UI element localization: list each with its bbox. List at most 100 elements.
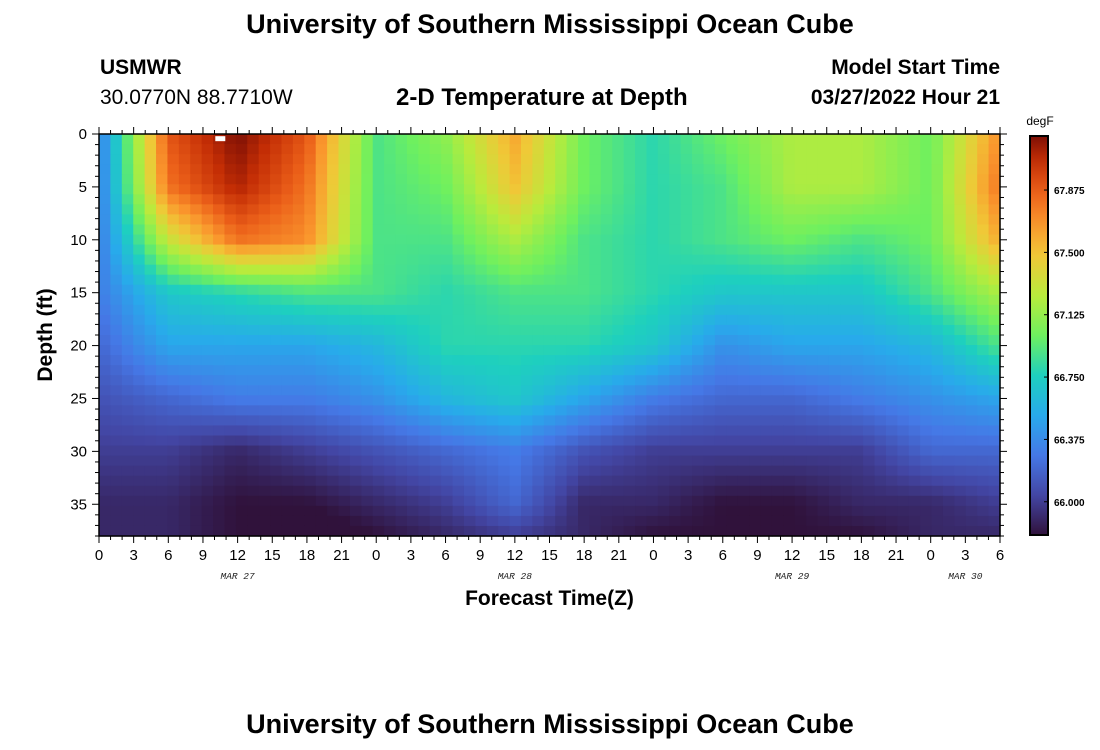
heatmap-cell (885, 515, 898, 527)
heatmap-cell (794, 355, 807, 366)
heatmap-cell (338, 435, 351, 447)
heatmap-cell (931, 475, 944, 487)
heatmap-cell (931, 445, 944, 457)
heatmap-cell (178, 234, 191, 246)
heatmap-cell (258, 335, 271, 346)
heatmap-cell (555, 425, 568, 437)
heatmap-cell (99, 465, 112, 477)
heatmap-cell (498, 375, 511, 386)
heatmap-cell (931, 184, 944, 195)
heatmap-cell (657, 425, 670, 437)
heatmap-cell (167, 194, 180, 205)
heatmap-cell (349, 425, 362, 437)
heatmap-cell (646, 435, 659, 447)
heatmap-cell (657, 184, 670, 195)
heatmap-cell (942, 184, 955, 195)
heatmap-cell (372, 425, 385, 437)
heatmap-cell (441, 455, 454, 467)
heatmap-cell (897, 254, 910, 266)
heatmap-cell (121, 224, 134, 236)
heatmap-cell (213, 475, 226, 487)
heatmap-cell (315, 324, 328, 336)
heatmap-cell (566, 505, 579, 517)
heatmap-cell (292, 405, 305, 416)
heatmap-cell (612, 395, 625, 406)
heatmap-cell (304, 405, 317, 416)
heatmap-cell (235, 445, 248, 457)
heatmap-cell (749, 184, 762, 195)
heatmap-cell (600, 485, 613, 497)
heatmap-cell (395, 264, 408, 276)
heatmap-cell (714, 144, 727, 155)
heatmap-cell (726, 455, 739, 467)
x-tick-label: 6 (996, 547, 1004, 564)
heatmap-cell (578, 224, 591, 236)
heatmap-cell (600, 455, 613, 467)
heatmap-cell (783, 154, 796, 165)
heatmap-cell (726, 324, 739, 336)
heatmap-cell (589, 174, 602, 185)
heatmap-cell (612, 214, 625, 226)
heatmap-cell (144, 294, 157, 306)
heatmap-cell (635, 445, 648, 457)
heatmap-cell (988, 405, 1001, 416)
heatmap-cell (589, 355, 602, 366)
heatmap-cell (213, 214, 226, 226)
heatmap-cell (156, 435, 169, 447)
heatmap-cell (726, 505, 739, 517)
heatmap-cell (897, 314, 910, 326)
heatmap-cell (543, 495, 556, 507)
heatmap-cell (338, 214, 351, 226)
heatmap-cell (213, 224, 226, 236)
heatmap-cell (281, 144, 294, 155)
heatmap-cell (395, 335, 408, 346)
heatmap-cell (988, 234, 1001, 246)
heatmap-cell (178, 405, 191, 416)
heatmap-cell (498, 365, 511, 376)
heatmap-cell (760, 254, 773, 266)
heatmap-cell (406, 184, 419, 195)
heatmap-cell (304, 375, 317, 386)
heatmap-cell (885, 365, 898, 376)
heatmap-cell (988, 485, 1001, 497)
heatmap-cell (213, 304, 226, 316)
heatmap-cell (783, 455, 796, 467)
heatmap-cell (475, 214, 488, 226)
heatmap-cell (292, 314, 305, 326)
heatmap-cell (600, 345, 613, 356)
heatmap-cell (657, 375, 670, 386)
heatmap-cell (486, 164, 499, 175)
heatmap-cell (965, 234, 978, 246)
heatmap-cell (737, 385, 750, 396)
heatmap-cell (612, 174, 625, 185)
heatmap-cell (270, 435, 283, 447)
heatmap-cell (657, 525, 670, 537)
heatmap-cell (942, 415, 955, 427)
heatmap-cell (372, 194, 385, 205)
heatmap-cell (897, 324, 910, 336)
heatmap-cell (817, 174, 830, 185)
heatmap-cell (121, 445, 134, 457)
heatmap-cell (977, 425, 990, 437)
heatmap-cell (806, 304, 819, 316)
heatmap-cell (486, 375, 499, 386)
heatmap-cell (384, 415, 397, 427)
heatmap-cell (178, 335, 191, 346)
heatmap-cell (931, 525, 944, 537)
heatmap-cell (954, 144, 967, 155)
heatmap-cell (224, 204, 237, 215)
heatmap-cell (931, 365, 944, 376)
heatmap-cell (338, 475, 351, 487)
heatmap-cell (863, 495, 876, 507)
heatmap-cell (304, 234, 317, 246)
heatmap-cell (692, 505, 705, 517)
heatmap-cell (600, 324, 613, 336)
heatmap-cell (646, 485, 659, 497)
heatmap-cell (589, 144, 602, 155)
heatmap-cell (235, 515, 248, 527)
heatmap-cell (270, 355, 283, 366)
heatmap-cell (452, 284, 465, 296)
heatmap-cell (737, 324, 750, 336)
heatmap-cell (213, 335, 226, 346)
heatmap-cell (794, 485, 807, 497)
